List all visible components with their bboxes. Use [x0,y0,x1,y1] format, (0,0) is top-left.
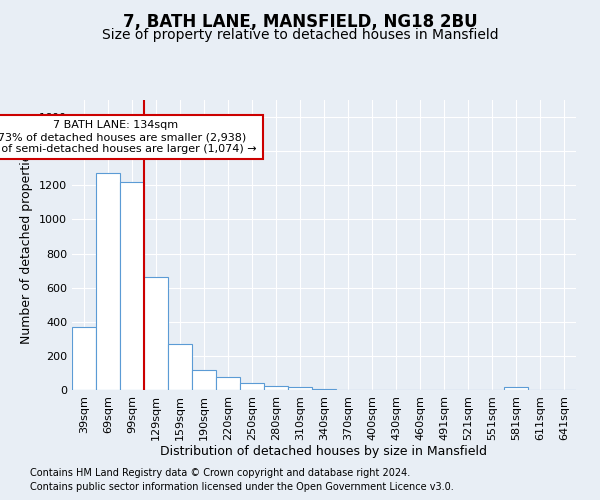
Text: 7, BATH LANE, MANSFIELD, NG18 2BU: 7, BATH LANE, MANSFIELD, NG18 2BU [122,12,478,30]
Bar [168,344,192,390]
Text: Contains public sector information licensed under the Open Government Licence v3: Contains public sector information licen… [30,482,454,492]
Bar [144,278,168,390]
Bar [240,383,264,390]
Bar [312,389,336,390]
Bar [288,386,312,390]
Bar [72,327,96,390]
Bar [120,182,144,390]
Bar [192,370,216,390]
Bar [504,386,528,390]
Bar [264,386,288,390]
Bar [216,377,240,390]
X-axis label: Distribution of detached houses by size in Mansfield: Distribution of detached houses by size … [161,446,487,458]
Bar [96,174,120,390]
Text: 7 BATH LANE: 134sqm
← 73% of detached houses are smaller (2,938)
27% of semi-det: 7 BATH LANE: 134sqm ← 73% of detached ho… [0,120,257,154]
Y-axis label: Number of detached properties: Number of detached properties [20,146,34,344]
Text: Contains HM Land Registry data © Crown copyright and database right 2024.: Contains HM Land Registry data © Crown c… [30,468,410,477]
Text: Size of property relative to detached houses in Mansfield: Size of property relative to detached ho… [101,28,499,42]
